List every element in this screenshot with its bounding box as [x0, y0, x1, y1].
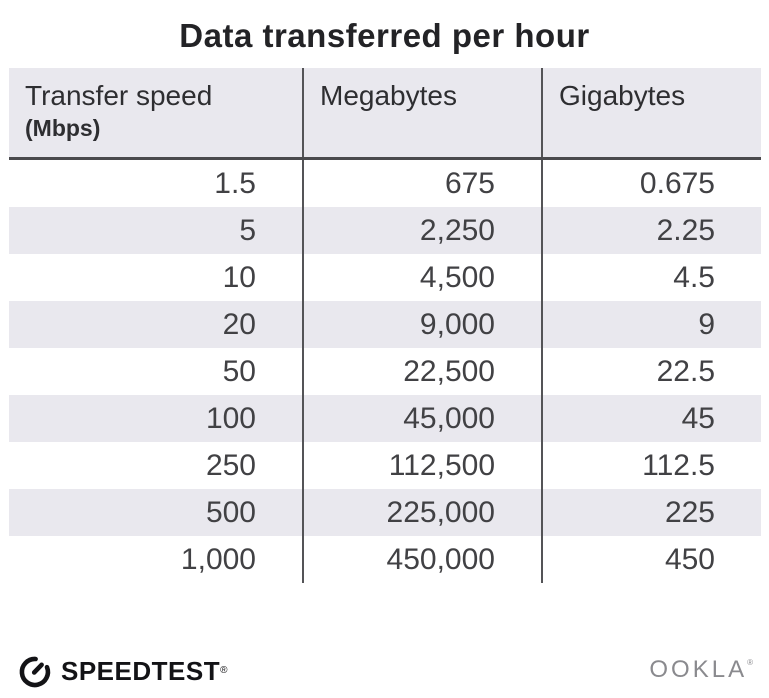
table-cell-speed: 20	[222, 308, 256, 341]
data-table: Transfer speed (Mbps) Megabytes Gigabyte…	[9, 68, 761, 583]
table-cell-gigabytes: 4.5	[541, 254, 761, 301]
footer: SPEEDTEST ® OOKLA®	[0, 652, 769, 690]
header-gigabytes: Gigabytes	[541, 68, 761, 157]
table-cell-speed: 250	[205, 449, 256, 482]
table-row: 1,000 450,000 450	[9, 536, 761, 583]
ookla-logo: OOKLA®	[649, 656, 753, 686]
table-cell-gigabytes: 450	[541, 536, 761, 583]
header-transfer-speed: Transfer speed (Mbps)	[9, 68, 302, 157]
speedtest-gauge-icon	[16, 652, 53, 690]
table-cell-gigabytes: 0.675	[541, 160, 761, 207]
table-cell-megabytes: 45,000	[302, 395, 541, 442]
table-cell-megabytes: 225,000	[302, 489, 541, 536]
table-cell-speed: 10	[222, 261, 256, 294]
header-mbps-unit: (Mbps)	[25, 115, 101, 141]
speedtest-registered-mark: ®	[220, 665, 228, 676]
table-body: 1.5 675 0.675 5 2,250 2.25 10 4,500 4.5 …	[9, 160, 761, 583]
table-header-row: Transfer speed (Mbps) Megabytes Gigabyte…	[9, 68, 761, 160]
table-cell-megabytes: 112,500	[302, 442, 541, 489]
table-cell-megabytes: 450,000	[302, 536, 541, 583]
ookla-wordmark: OOKLA	[649, 656, 748, 683]
table-row: 5 2,250 2.25	[9, 207, 761, 254]
table-row: 10 4,500 4.5	[9, 254, 761, 301]
table-cell-gigabytes: 9	[541, 301, 761, 348]
table-cell-megabytes: 2,250	[302, 207, 541, 254]
table-cell-speed: 100	[205, 402, 256, 435]
table-row: 20 9,000 9	[9, 301, 761, 348]
table-cell-megabytes: 22,500	[302, 348, 541, 395]
header-megabytes: Megabytes	[302, 68, 541, 157]
table-row: 500 225,000 225	[9, 489, 761, 536]
speedtest-wordmark: SPEEDTEST	[61, 655, 221, 686]
ookla-registered-mark: ®	[747, 658, 753, 667]
table-row: 1.5 675 0.675	[9, 160, 761, 207]
speedtest-logo: SPEEDTEST ®	[16, 652, 227, 690]
table-cell-gigabytes: 22.5	[541, 348, 761, 395]
table-cell-megabytes: 4,500	[302, 254, 541, 301]
table-cell-speed: 5	[239, 214, 256, 247]
table-cell-gigabytes: 2.25	[541, 207, 761, 254]
table-cell-gigabytes: 112.5	[541, 442, 761, 489]
table-cell-gigabytes: 45	[541, 395, 761, 442]
table-cell-gigabytes: 225	[541, 489, 761, 536]
table-cell-megabytes: 675	[302, 160, 541, 207]
table-cell-speed: 500	[205, 496, 256, 529]
table-cell-speed: 50	[222, 355, 256, 388]
table-row: 50 22,500 22.5	[9, 348, 761, 395]
header-transfer-speed-label: Transfer speed	[25, 80, 213, 111]
page-title: Data transferred per hour	[179, 17, 590, 54]
table-row: 100 45,000 45	[9, 395, 761, 442]
table-cell-speed: 1.5	[214, 167, 256, 200]
table-cell-speed: 1,000	[180, 543, 256, 576]
table-row: 250 112,500 112.5	[9, 442, 761, 489]
table-cell-megabytes: 9,000	[302, 301, 541, 348]
